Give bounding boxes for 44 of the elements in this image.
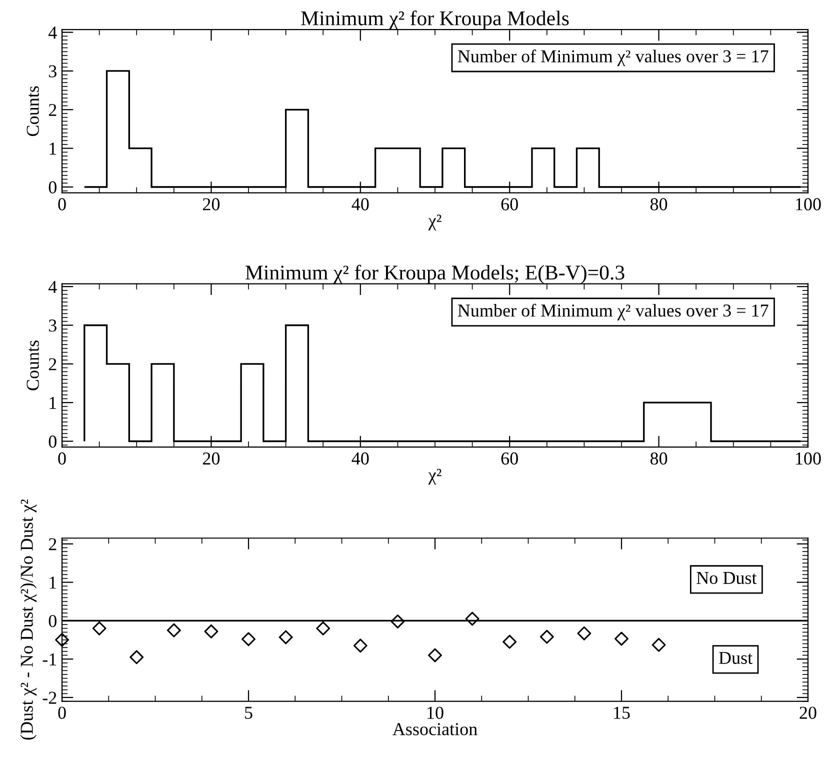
- y-tick-label: 0: [48, 436, 56, 448]
- x-tick-label: 0: [58, 706, 66, 719]
- y-tick-label: -1: [42, 653, 56, 666]
- annotation: Dust: [718, 652, 752, 664]
- annotation: Number of Minimum χ² values over 3 = 17: [458, 304, 768, 320]
- x-tick-label: 80: [650, 198, 668, 210]
- y-tick-label: 2: [48, 358, 56, 370]
- x-tick-label: 10: [428, 706, 444, 719]
- x-tick-label: 100: [796, 452, 821, 465]
- y-axis-title: Counts: [26, 340, 39, 390]
- x-tick-label: 40: [352, 452, 369, 465]
- x-tick-label: 0: [58, 452, 66, 465]
- x-axis-title: χ²: [428, 468, 442, 485]
- x-tick-label: 5: [245, 706, 252, 719]
- x-tick-label: 40: [352, 198, 369, 210]
- y-tick-label: 2: [48, 104, 56, 116]
- y-tick-label: 1: [50, 576, 56, 589]
- y-tick-label: -2: [42, 692, 56, 704]
- x-tick-label: 15: [614, 706, 630, 719]
- annotation: No Dust: [696, 572, 757, 584]
- x-tick-label: 60: [501, 198, 518, 210]
- x-axis-title: Association: [392, 723, 478, 736]
- annotation: Number of Minimum χ² values over 3 = 17: [458, 50, 768, 66]
- y-tick-label: 0: [48, 614, 56, 628]
- x-tick-label: 20: [202, 198, 220, 210]
- chart-title: Minimum χ² for Kroupa Models; E(B-V)=0.3: [245, 264, 624, 284]
- x-tick-label: 0: [58, 198, 66, 210]
- y-tick-label: 3: [49, 320, 56, 332]
- y-tick-label: 1: [50, 396, 56, 409]
- x-tick-label: 20: [800, 706, 816, 719]
- y-tick-label: 4: [48, 280, 57, 293]
- y-tick-label: 4: [48, 26, 57, 39]
- y-axis-title: (Dust χ² - No Dust χ²)/No Dust χ²: [20, 499, 37, 740]
- x-tick-label: 80: [650, 452, 668, 465]
- x-tick-label: 60: [501, 452, 518, 465]
- chart-title: Minimum χ² for Kroupa Models: [301, 10, 569, 30]
- y-tick-label: 0: [48, 181, 56, 194]
- x-tick-label: 100: [796, 198, 821, 210]
- y-tick-label: 2: [48, 538, 56, 550]
- y-tick-label: 3: [49, 65, 56, 78]
- y-tick-label: 1: [50, 142, 56, 155]
- x-tick-label: 20: [202, 452, 220, 465]
- x-axis-title: χ²: [428, 214, 442, 230]
- y-axis-title: Counts: [26, 86, 39, 136]
